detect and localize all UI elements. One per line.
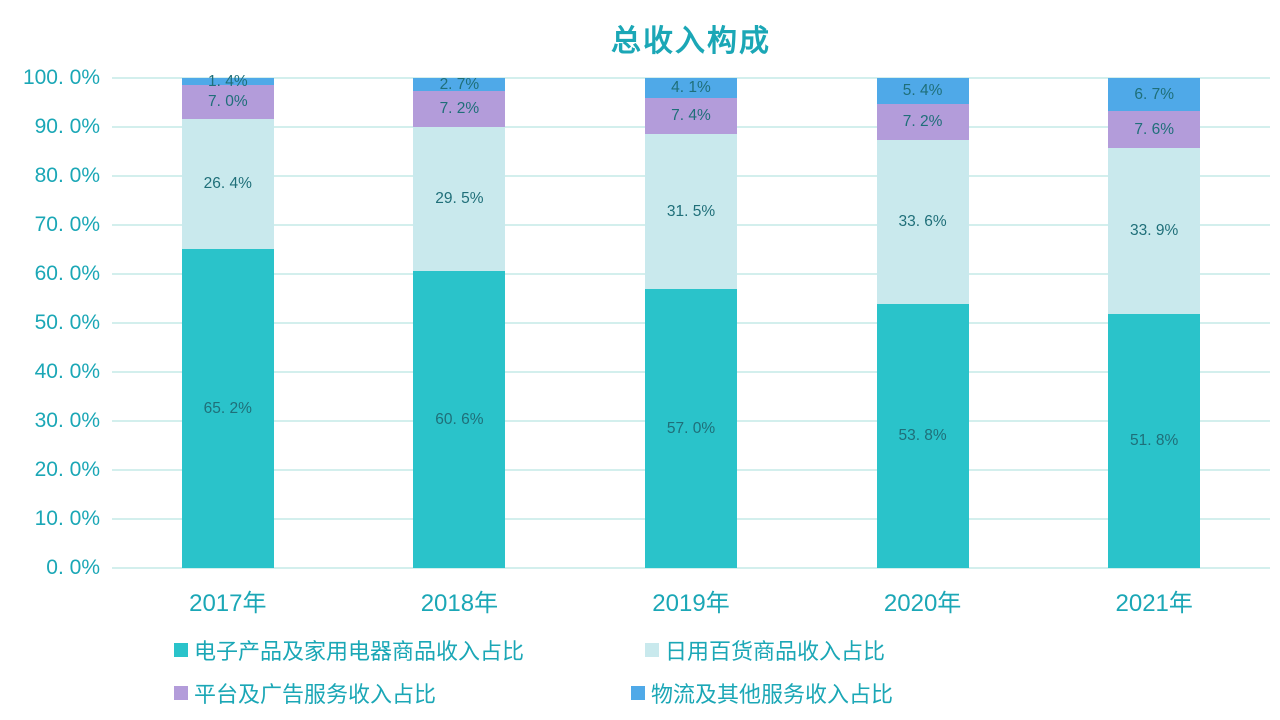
- y-axis-tick-label: 20. 0%: [34, 458, 100, 481]
- data-label: 7. 2%: [902, 113, 943, 131]
- legend-label-platform-ads: 平台及广告服务收入占比: [194, 682, 437, 707]
- gridline: [112, 77, 1270, 79]
- y-axis-tick-label: 90. 0%: [34, 115, 100, 138]
- y-axis-tick-label: 100. 0%: [22, 66, 100, 89]
- legend-item-logistics: 物流及其他服务收入占比: [631, 677, 893, 709]
- data-label: 7. 2%: [439, 100, 480, 118]
- data-label: 33. 9%: [1130, 222, 1179, 240]
- bar-segment: 65. 2%: [181, 248, 274, 568]
- bar-2019年: 57. 0% 31. 5% 7. 4% 4. 1%: [645, 78, 737, 568]
- data-label: 26. 4%: [203, 175, 252, 193]
- bar-2020年: 53. 8% 33. 6% 7. 2% 5. 4%: [876, 78, 969, 568]
- bar-2018年: 60. 6% 29. 5% 7. 2% 2. 7%: [413, 75, 506, 568]
- bar-segment: 7. 2%: [876, 104, 969, 140]
- legend-swatch-logistics-icon: [631, 686, 645, 700]
- bar-segment: 5. 4%: [876, 78, 969, 105]
- x-axis-category-label: 2021年: [1115, 590, 1193, 617]
- chart-title: 总收入构成: [611, 25, 771, 58]
- bar-segment: 7. 4%: [645, 98, 737, 135]
- bar-segment: 7. 6%: [1108, 110, 1201, 149]
- legend-label-electronics: 电子产品及家用电器商品收入占比: [194, 639, 525, 664]
- bar-segment: 60. 6%: [413, 271, 506, 568]
- bar-segment: 29. 5%: [413, 126, 506, 272]
- bar-2021年: 51. 8% 33. 9% 7. 6% 6. 7%: [1108, 78, 1201, 568]
- data-label: 29. 5%: [435, 190, 484, 208]
- legend-swatch-general-merchandise-icon: [645, 643, 659, 657]
- y-axis-tick-label: 80. 0%: [34, 164, 100, 187]
- x-axis-category-label: 2019年: [652, 590, 730, 617]
- bar-2017年: 65. 2% 26. 4% 7. 0% 1. 4%: [181, 74, 274, 568]
- bar-segment: 2. 7%: [413, 75, 506, 93]
- bar-segment: 7. 2%: [413, 91, 506, 127]
- data-label: 7. 6%: [1134, 120, 1174, 138]
- data-label: 60. 6%: [435, 410, 484, 428]
- data-label: 53. 8%: [898, 427, 947, 445]
- legend-label-logistics: 物流及其他服务收入占比: [651, 682, 894, 707]
- bar-segment: 31. 5%: [645, 134, 737, 289]
- legend-swatch-platform-ads-icon: [174, 686, 188, 700]
- legend-item-general-merchandise: 日用百货商品收入占比: [645, 634, 885, 666]
- y-axis-tick-label: 10. 0%: [34, 507, 100, 530]
- bar-segment: 7. 0%: [181, 84, 274, 120]
- legend-label-general-merchandise: 日用百货商品收入占比: [665, 639, 886, 664]
- x-axis: 2017年 2018年 2019年 2020年 2021年: [112, 583, 1270, 617]
- legend-item-electronics: 电子产品及家用电器商品收入占比: [174, 634, 524, 666]
- data-label: 6. 7%: [1134, 85, 1174, 103]
- bar-segment: 51. 8%: [1108, 314, 1201, 568]
- bar-segment: 4. 1%: [645, 78, 737, 99]
- data-label: 65. 2%: [203, 399, 252, 417]
- y-axis-tick-label: 40. 0%: [34, 360, 100, 383]
- legend-swatch-electronics-icon: [174, 643, 188, 657]
- data-label: 1. 4%: [207, 72, 248, 90]
- bar-segment: 6. 7%: [1108, 78, 1201, 111]
- y-axis-tick-label: 30. 0%: [34, 409, 100, 432]
- y-axis-tick-label: 60. 0%: [34, 262, 100, 285]
- y-axis-tick-label: 50. 0%: [34, 311, 100, 334]
- bar-segment: 53. 8%: [876, 304, 969, 568]
- gridline: [112, 567, 1270, 569]
- x-axis-category-label: 2017年: [189, 590, 267, 617]
- bar-segment: 33. 9%: [1108, 148, 1201, 315]
- data-label: 5. 4%: [902, 82, 943, 100]
- data-label: 31. 5%: [666, 202, 716, 220]
- bar-segment: 1. 4%: [181, 74, 274, 89]
- data-label: 33. 6%: [898, 213, 947, 231]
- data-label: 7. 0%: [207, 93, 248, 111]
- legend-item-platform-ads: 平台及广告服务收入占比: [174, 677, 436, 709]
- data-label: 7. 4%: [671, 107, 711, 125]
- data-label: 2. 7%: [439, 75, 480, 93]
- y-axis-tick-label: 0. 0%: [46, 556, 100, 579]
- y-axis: 100. 0% 90. 0% 80. 0% 70. 0% 60. 0% 50. 0% 40.…: [0, 66, 100, 579]
- x-axis-category-label: 2018年: [420, 590, 499, 617]
- data-label: 4. 1%: [671, 79, 711, 97]
- bar-segment: 57. 0%: [645, 288, 737, 568]
- x-axis-category-label: 2020年: [883, 590, 962, 617]
- data-label: 51. 8%: [1130, 432, 1179, 450]
- bar-segment: 33. 6%: [876, 139, 969, 305]
- data-label: 57. 0%: [666, 419, 716, 437]
- y-axis-tick-label: 70. 0%: [34, 213, 100, 236]
- bar-segment: 26. 4%: [181, 119, 274, 249]
- plot-area: 65. 2% 26. 4% 7. 0% 1. 4% 60. 6% 29. 5% 7. 2% 2…: [112, 74, 1270, 569]
